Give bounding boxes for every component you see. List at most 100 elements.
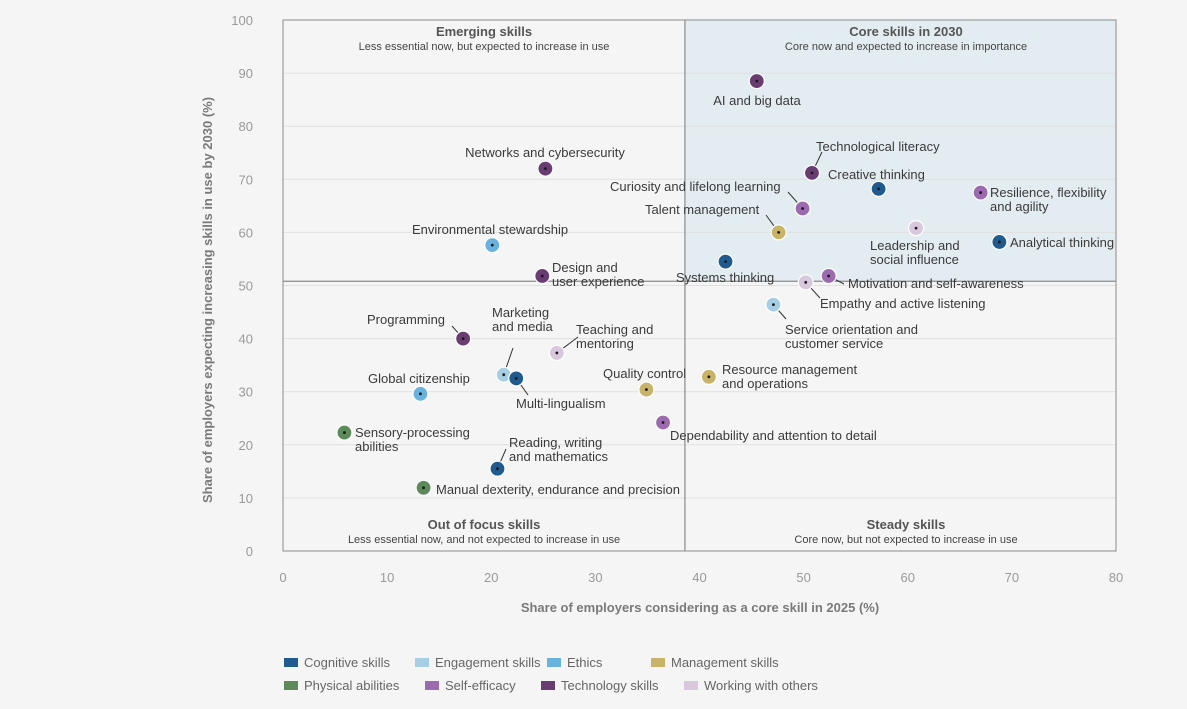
- point-center-ai-and-big-data: [755, 79, 759, 83]
- label-technological-literacy: Technological literacy: [816, 139, 940, 154]
- point-center-motivation-and-self-awareness: [827, 274, 831, 278]
- x-tick-label: 20: [484, 570, 498, 585]
- legend-swatch-self-efficacy: [425, 681, 439, 690]
- plot-frame: [282, 19, 1117, 552]
- x-tick-label: 50: [796, 570, 810, 585]
- point-center-leadership-and-social-influence: [914, 226, 918, 230]
- quadrant-subtitle-bottom-left: Less essential now, and not expected to …: [348, 534, 620, 546]
- point-center-multi-lingualism: [514, 377, 518, 380]
- quadrant-title-top-left: Emerging skills: [436, 24, 532, 39]
- point-center-environmental-stewardship: [490, 243, 494, 247]
- legend-label-management-skills: Management skills: [671, 655, 779, 670]
- legend-swatch-working-with-others: [684, 681, 698, 690]
- label-global-citizenship: Global citizenship: [368, 371, 470, 386]
- legend-swatch-management-skills: [651, 658, 665, 667]
- x-tick-label: 70: [1005, 570, 1019, 585]
- y-tick-label: 40: [239, 332, 253, 347]
- x-tick-label: 0: [279, 570, 286, 585]
- y-tick-label: 10: [239, 491, 253, 506]
- label-teaching-and-mentoring: Teaching and mentoring: [576, 322, 653, 351]
- legend-label-self-efficacy: Self-efficacy: [445, 678, 516, 693]
- label-service-orientation-and-customer-service: Service orientation and customer service: [785, 322, 918, 351]
- y-tick-label: 60: [239, 225, 253, 240]
- label-talent-management: Talent management: [645, 202, 760, 217]
- point-center-networks-and-cybersecurity: [543, 167, 547, 171]
- x-tick-label: 10: [380, 570, 394, 585]
- legend: Cognitive skills Engagement skills Ethics M…: [284, 655, 818, 693]
- y-tick-label: 70: [239, 172, 253, 187]
- quadrant-subtitle-top-left: Less essential now, but expected to incr…: [359, 41, 610, 53]
- legend-label-ethics: Ethics: [567, 655, 603, 670]
- label-design-and-user-experience: Design and user experience: [552, 260, 645, 289]
- label-networks-and-cybersecurity: Networks and cybersecurity: [465, 145, 625, 160]
- quadrant-title-top-right: Core skills in 2030: [849, 24, 962, 39]
- y-tick-label: 30: [239, 385, 253, 400]
- point-center-service-orientation-and-customer-service: [772, 303, 775, 307]
- y-tick-label: 80: [239, 119, 253, 134]
- label-quality-control: Quality control: [603, 366, 686, 381]
- point-center-systems-thinking: [724, 260, 727, 264]
- label-leadership-and-social-influence: Leadership and social influence: [870, 238, 960, 267]
- point-center-curiosity-and-lifelong-learning: [801, 207, 804, 210]
- legend-swatch-technology-skills: [541, 681, 555, 690]
- y-tick-label: 90: [239, 66, 253, 81]
- label-programming: Programming: [367, 312, 445, 327]
- label-curiosity-and-lifelong-learning: Curiosity and lifelong learning: [610, 179, 781, 194]
- data-points: [336, 72, 1008, 496]
- x-axis-title: Share of employers considering as a core…: [521, 600, 879, 615]
- point-center-global-citizenship: [419, 392, 422, 396]
- point-center-sensory-processing-abilities: [343, 431, 346, 434]
- label-analytical-thinking: Analytical thinking: [1010, 235, 1114, 250]
- label-resilience-flexibility-and-agility: Resilience, flexibility and agility: [990, 185, 1107, 214]
- quadrant-title-bottom-right: Steady skills: [867, 517, 946, 532]
- point-center-reading-writing-and-mathematics: [496, 467, 499, 471]
- label-resource-management-and-operations: Resource management and operations: [722, 362, 858, 391]
- point-center-talent-management: [777, 231, 781, 234]
- legend-label-engagement-skills: Engagement skills: [435, 655, 541, 670]
- x-tick-label: 60: [901, 570, 915, 585]
- point-center-manual-dexterity-endurance-and-precision: [422, 486, 425, 490]
- point-center-teaching-and-mentoring: [555, 351, 559, 355]
- y-axis-title: Share of employers expecting increasing …: [200, 97, 215, 503]
- legend-label-cognitive-skills: Cognitive skills: [304, 655, 390, 670]
- axis-ticks: 0 10 20 30 40 50 60 70 80 90 100 0 10 20 30 40 50 60 70 80: [231, 13, 1123, 585]
- quadrant-subtitle-bottom-right: Core now, but not expected to increase i…: [794, 534, 1017, 546]
- x-tick-label: 30: [588, 570, 602, 585]
- point-center-resilience-flexibility-and-agility: [979, 191, 983, 194]
- label-ai-and-big-data: AI and big data: [713, 93, 801, 108]
- legend-label-technology-skills: Technology skills: [561, 678, 659, 693]
- x-tick-label: 40: [692, 570, 706, 585]
- point-center-programming: [461, 337, 465, 340]
- y-tick-label: 100: [231, 13, 253, 28]
- quadrant-title-bottom-left: Out of focus skills: [428, 517, 541, 532]
- point-center-resource-management-and-operations: [707, 375, 711, 379]
- point-center-technological-literacy: [810, 171, 814, 175]
- legend-label-physical-abilities: Physical abilities: [304, 678, 400, 693]
- legend-swatch-ethics: [547, 658, 561, 667]
- quadrant-titles: Emerging skills Less essential now, but e…: [348, 24, 1027, 546]
- label-empathy-and-active-listening: Empathy and active listening: [820, 296, 985, 311]
- point-labels: AI and big data Networks and cybersecurit…: [355, 93, 1114, 497]
- legend-swatch-engagement-skills: [415, 658, 429, 667]
- point-center-quality-control: [644, 388, 648, 391]
- legend-swatch-physical-abilities: [284, 681, 298, 690]
- y-tick-label: 0: [246, 544, 253, 559]
- label-reading-writing-and-mathematics: Reading, writing and mathematics: [509, 435, 608, 464]
- label-systems-thinking: Systems thinking: [676, 270, 774, 285]
- point-center-analytical-thinking: [997, 240, 1001, 244]
- label-motivation-and-self-awareness: Motivation and self-awareness: [848, 276, 1024, 291]
- point-center-marketing-and-media: [502, 373, 506, 377]
- point-center-empathy-and-active-listening: [804, 280, 808, 284]
- label-manual-dexterity-endurance-and-precision: Manual dexterity, endurance and precisio…: [436, 482, 680, 497]
- label-creative-thinking: Creative thinking: [828, 167, 925, 182]
- legend-swatch-cognitive-skills: [284, 658, 298, 667]
- x-tick-label: 80: [1109, 570, 1123, 585]
- quadrant-subtitle-top-right: Core now and expected to increase in imp…: [785, 41, 1027, 53]
- point-center-dependability-and-attention-to-detail: [661, 421, 665, 424]
- point-center-design-and-user-experience: [540, 274, 544, 278]
- label-environmental-stewardship: Environmental stewardship: [412, 222, 568, 237]
- label-dependability-and-attention-to-detail: Dependability and attention to detail: [670, 428, 877, 443]
- legend-label-working-with-others: Working with others: [704, 678, 818, 693]
- y-tick-label: 50: [239, 279, 253, 294]
